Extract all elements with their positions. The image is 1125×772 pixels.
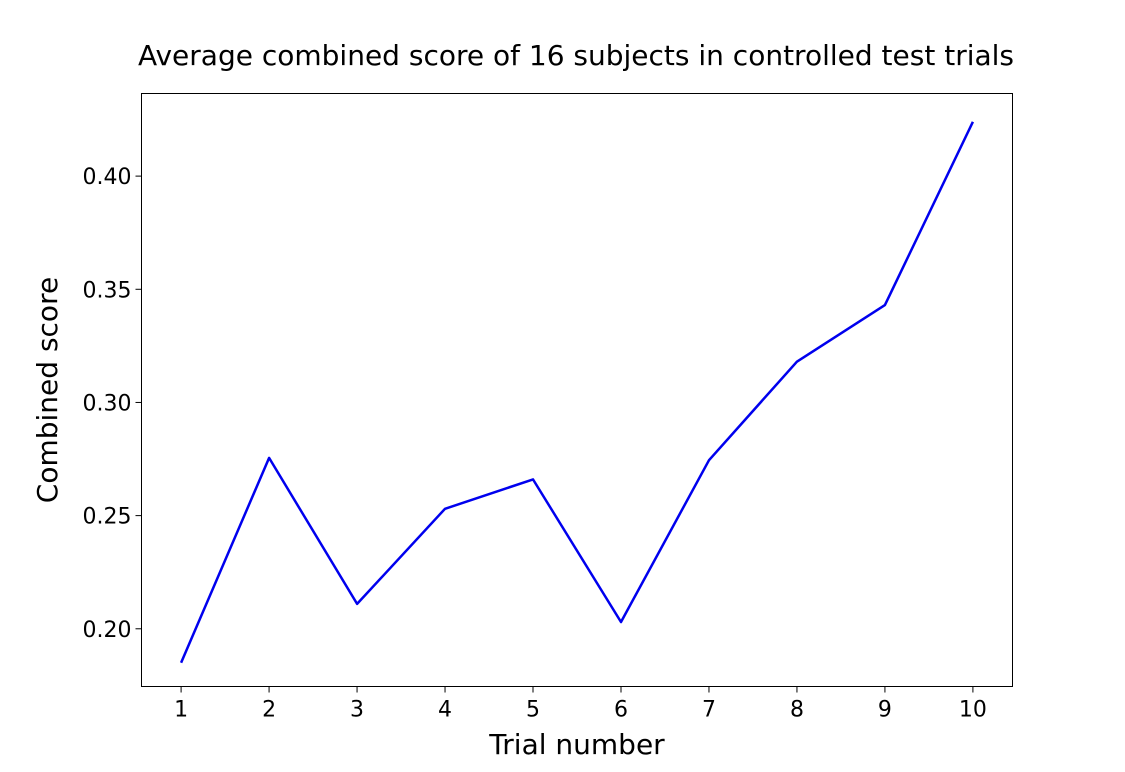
y-tick-label: 0.20 xyxy=(83,618,132,643)
x-tick-label: 1 xyxy=(174,698,188,723)
x-axis: 1 2 3 4 5 6 7 8 9 10 xyxy=(174,686,987,723)
x-tick-label: 6 xyxy=(614,698,628,723)
chart-title: Average combined score of 16 subjects in… xyxy=(138,39,1014,72)
y-tick-label: 0.35 xyxy=(83,278,132,303)
x-tick-label: 8 xyxy=(790,698,804,723)
x-tick-label: 5 xyxy=(526,698,540,723)
y-tick-label: 0.30 xyxy=(83,391,132,416)
series-layer xyxy=(179,121,975,664)
series-line xyxy=(179,121,975,664)
x-tick-label: 3 xyxy=(350,698,364,723)
y-tick-label: 0.40 xyxy=(83,165,132,190)
x-tick-label: 4 xyxy=(438,698,452,723)
x-tick-label: 9 xyxy=(878,698,892,723)
y-axis-label: Combined score xyxy=(31,277,64,503)
x-tick-label: 2 xyxy=(262,698,276,723)
x-tick-label: 7 xyxy=(702,698,716,723)
y-axis: 0.20 0.25 0.30 0.35 0.40 xyxy=(83,165,142,643)
x-tick-label: 10 xyxy=(959,698,987,723)
plot-frame xyxy=(141,93,1013,687)
y-tick-label: 0.25 xyxy=(83,505,132,530)
x-axis-label: Trial number xyxy=(488,728,665,761)
